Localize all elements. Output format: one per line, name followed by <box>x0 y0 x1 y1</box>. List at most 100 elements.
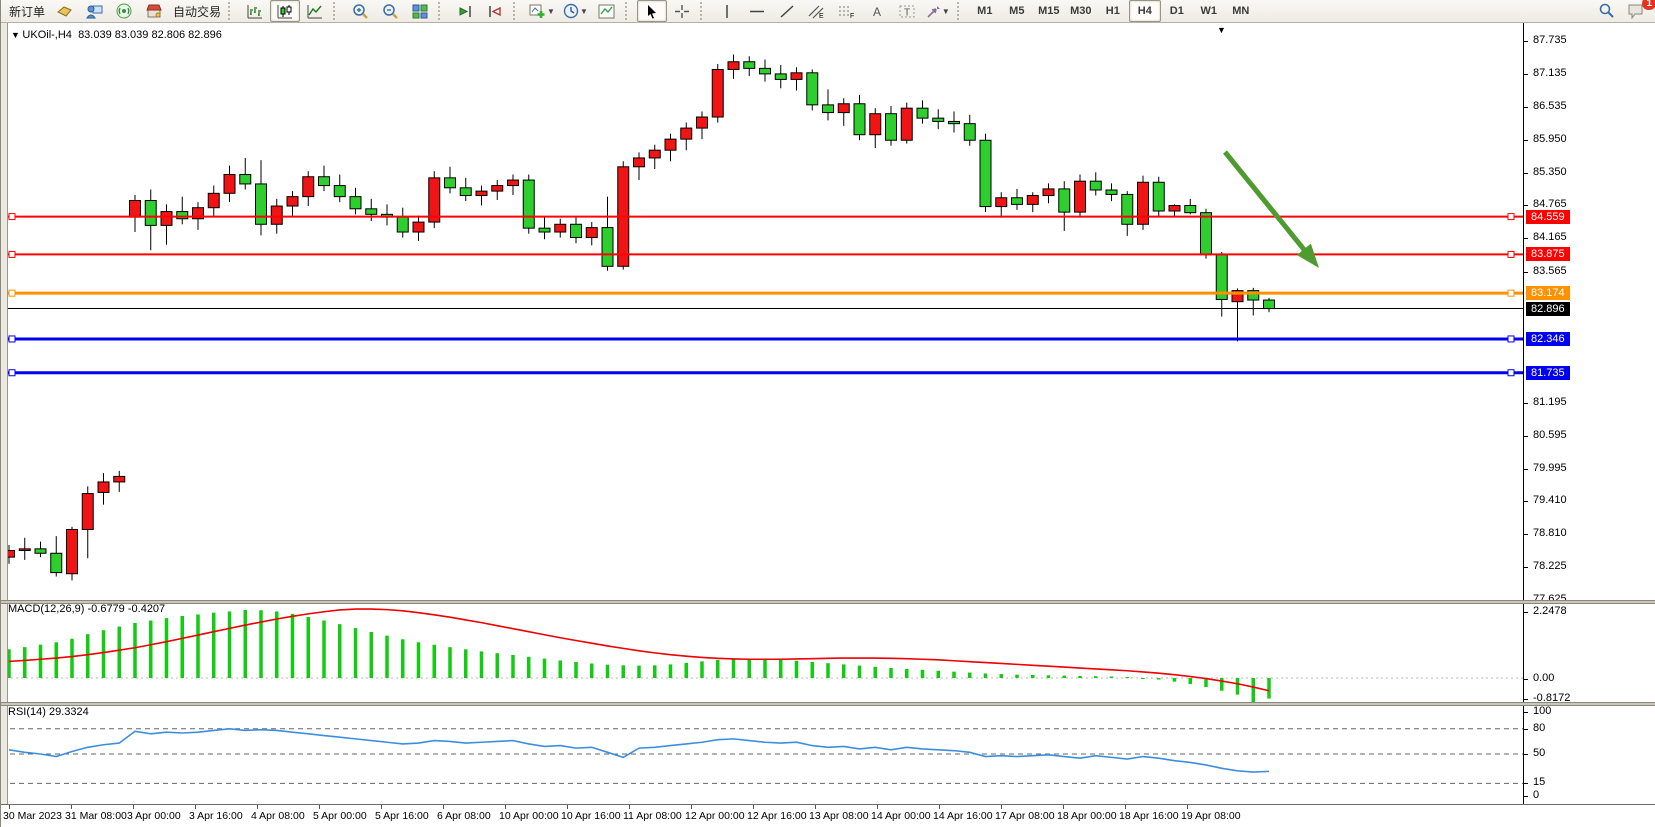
time-tick-label: 19 Apr 08:00 <box>1181 810 1241 822</box>
broadcast-icon[interactable] <box>109 0 139 22</box>
line-handle[interactable] <box>1507 335 1515 343</box>
macd-bar <box>716 659 720 678</box>
time-tick <box>877 805 878 809</box>
chart-top-marker-icon[interactable]: ▼ <box>1217 25 1226 35</box>
candle <box>459 187 472 197</box>
timeframe-m30-button[interactable]: M30 <box>1070 5 1092 17</box>
macd-bar <box>464 649 468 678</box>
periods-button[interactable]: ▼ <box>559 0 592 22</box>
auto-scroll-button[interactable] <box>450 0 480 22</box>
macd-axis-label: 0.00 <box>1533 672 1555 684</box>
channel-tool-button[interactable]: E <box>802 0 832 22</box>
new-order-button[interactable]: 新订单 <box>9 4 46 19</box>
candle <box>34 548 47 554</box>
candle <box>129 200 141 218</box>
macd-bar <box>1235 678 1240 695</box>
line-handle[interactable] <box>8 250 16 258</box>
timeframe-h4-button[interactable]: H4 <box>1128 0 1161 22</box>
candlestick-mode-button[interactable] <box>270 0 301 22</box>
candle <box>727 61 740 70</box>
templates-button[interactable] <box>592 0 622 22</box>
text-tool-button[interactable]: A <box>862 0 892 22</box>
search-icon[interactable] <box>1591 0 1621 22</box>
timeframe-mn-button[interactable]: MN <box>1232 5 1250 17</box>
price-tick <box>1524 238 1528 240</box>
line-handle[interactable] <box>8 289 16 297</box>
time-axis[interactable]: 30 Mar 2023 31 Mar 08:00 3 Apr 00:00 3 Apr … <box>1 804 1655 827</box>
horizontal-line-tool-button[interactable] <box>742 0 772 22</box>
timeframe-w1-button[interactable]: W1 <box>1200 5 1218 17</box>
timeframe-h1-button[interactable]: H1 <box>1105 5 1120 17</box>
time-tick <box>71 805 72 809</box>
rsi-axis-label: 50 <box>1533 747 1546 759</box>
bar-chart-mode-button[interactable] <box>240 0 270 22</box>
chart-shift-button[interactable] <box>480 0 510 22</box>
candle <box>428 177 441 223</box>
crosshair-tool-button[interactable] <box>667 0 697 22</box>
time-tick <box>691 805 692 809</box>
fibonacci-tool-button[interactable]: F <box>832 0 862 22</box>
line-handle[interactable] <box>1507 213 1515 221</box>
line-chart-mode-button[interactable] <box>300 0 330 22</box>
trend-arrow[interactable] <box>1223 150 1310 256</box>
macd-bar <box>101 630 106 678</box>
macd-bar <box>38 644 43 678</box>
macd-bar <box>385 635 389 678</box>
tile-windows-button[interactable] <box>405 0 435 22</box>
market-icon[interactable] <box>139 0 169 22</box>
line-handle[interactable] <box>8 213 16 221</box>
line-handle[interactable] <box>1507 369 1515 377</box>
zoom-in-button[interactable] <box>345 0 375 22</box>
candle <box>554 223 567 233</box>
macd-bar <box>590 663 594 678</box>
macd-bar <box>826 663 830 678</box>
macd-bar <box>180 615 184 678</box>
line-handle[interactable] <box>1507 250 1515 258</box>
vertical-line-tool-button[interactable] <box>712 0 742 22</box>
trend-arrow-head[interactable] <box>1296 243 1319 268</box>
time-tick-label: 18 Apr 00:00 <box>1057 810 1117 822</box>
left-edge-strip <box>1 23 8 827</box>
candle <box>176 211 189 220</box>
pane-splitter[interactable] <box>1 600 1655 604</box>
rsi-axis-tick <box>1524 712 1528 713</box>
pane-splitter[interactable] <box>1 702 1655 706</box>
zoom-out-button[interactable] <box>375 0 405 22</box>
price-tick-label: 84.165 <box>1533 231 1567 244</box>
signals-icon[interactable] <box>79 0 109 22</box>
collapse-triangle-icon[interactable]: ▼ <box>11 30 23 40</box>
text-label-tool-button[interactable]: T <box>892 0 922 22</box>
macd-bar <box>920 669 925 678</box>
time-tick <box>195 805 196 809</box>
candle <box>522 179 535 229</box>
timeframe-d1-button[interactable]: D1 <box>1169 5 1184 17</box>
candle <box>979 139 992 208</box>
cursor-tool-button[interactable] <box>636 0 667 22</box>
arrows-tool-button[interactable]: ▼ <box>922 0 954 22</box>
svg-text:F: F <box>850 13 854 19</box>
macd-pane[interactable] <box>1 602 1523 703</box>
time-tick-label: 5 Apr 00:00 <box>313 810 367 822</box>
macd-bar <box>684 662 688 678</box>
main-price-pane[interactable] <box>1 28 1523 601</box>
line-handle[interactable] <box>1507 289 1515 297</box>
trendline-tool-button[interactable] <box>772 0 802 22</box>
line-handle[interactable] <box>8 369 16 377</box>
auto-trading-button[interactable]: 自动交易 <box>173 4 222 19</box>
candle <box>869 113 882 136</box>
candle <box>1200 212 1212 256</box>
candle <box>948 120 960 125</box>
macd-bar <box>212 612 216 678</box>
deposit-icon[interactable] <box>49 0 79 22</box>
indicators-button[interactable]: ▼ <box>525 0 559 22</box>
timeframe-m15-button[interactable]: M15 <box>1038 5 1060 17</box>
price-axis[interactable]: 87.735 87.135 86.535 85.950 85.350 84.765 84.1… <box>1523 23 1655 827</box>
notifications-button[interactable]: 1 <box>1621 0 1655 22</box>
line-handle[interactable] <box>8 335 16 343</box>
timeframe-m5-button[interactable]: M5 <box>1009 5 1025 17</box>
macd-bar <box>1172 678 1177 682</box>
rsi-pane[interactable] <box>1 705 1523 804</box>
time-tick <box>133 805 134 809</box>
macd-bar <box>968 672 972 678</box>
timeframe-m1-button[interactable]: M1 <box>977 5 993 17</box>
